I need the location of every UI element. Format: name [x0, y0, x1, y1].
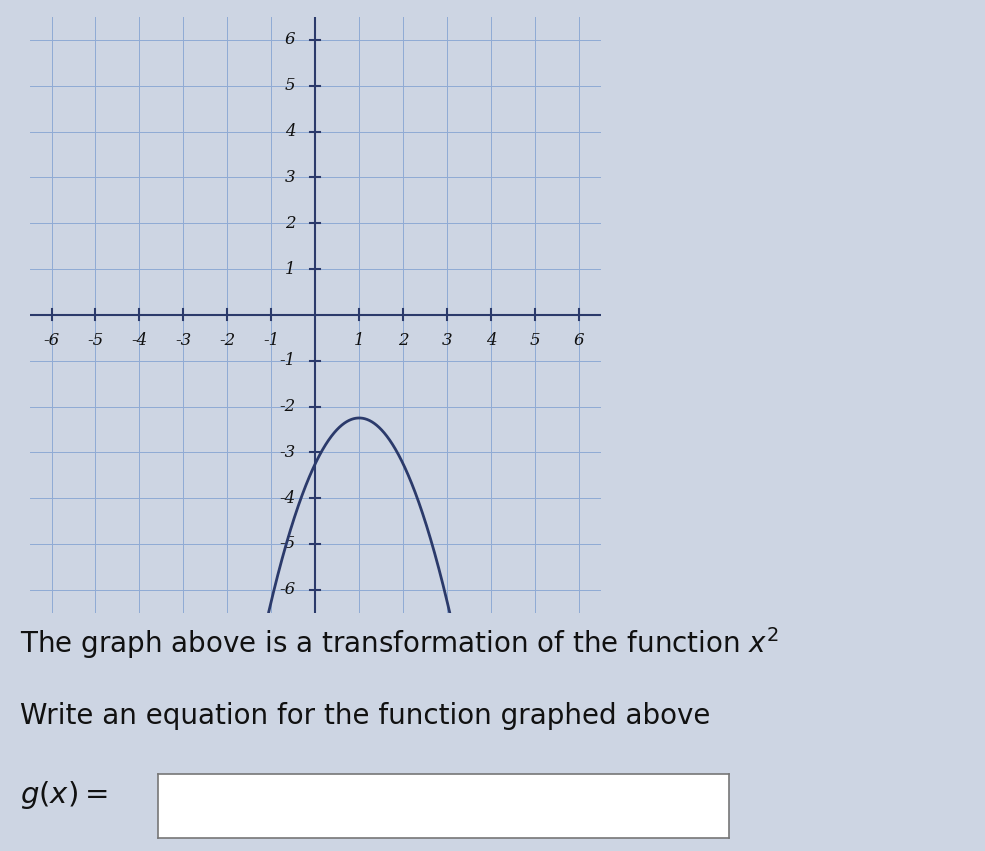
- Text: -5: -5: [279, 535, 296, 552]
- Text: 6: 6: [573, 332, 584, 349]
- Text: $g(x) =$: $g(x) =$: [20, 779, 107, 811]
- Text: 1: 1: [354, 332, 364, 349]
- Text: 3: 3: [441, 332, 452, 349]
- Text: -1: -1: [279, 352, 296, 369]
- Text: -4: -4: [279, 489, 296, 506]
- Text: -1: -1: [263, 332, 280, 349]
- Text: 4: 4: [285, 123, 296, 140]
- Text: Write an equation for the function graphed above: Write an equation for the function graph…: [20, 702, 710, 730]
- Text: 5: 5: [285, 77, 296, 94]
- Text: -6: -6: [43, 332, 60, 349]
- Text: -2: -2: [279, 398, 296, 415]
- Text: 4: 4: [486, 332, 496, 349]
- Text: -4: -4: [131, 332, 148, 349]
- Text: The graph above is a transformation of the function $x^2$: The graph above is a transformation of t…: [20, 625, 779, 661]
- Text: 2: 2: [398, 332, 409, 349]
- Text: -3: -3: [279, 444, 296, 461]
- Text: -5: -5: [88, 332, 103, 349]
- Text: 6: 6: [285, 31, 296, 49]
- Text: 2: 2: [285, 214, 296, 231]
- Text: -3: -3: [175, 332, 191, 349]
- Text: 3: 3: [285, 168, 296, 186]
- Text: -6: -6: [279, 581, 296, 598]
- Text: 1: 1: [285, 260, 296, 277]
- Text: 5: 5: [530, 332, 540, 349]
- Text: -2: -2: [220, 332, 235, 349]
